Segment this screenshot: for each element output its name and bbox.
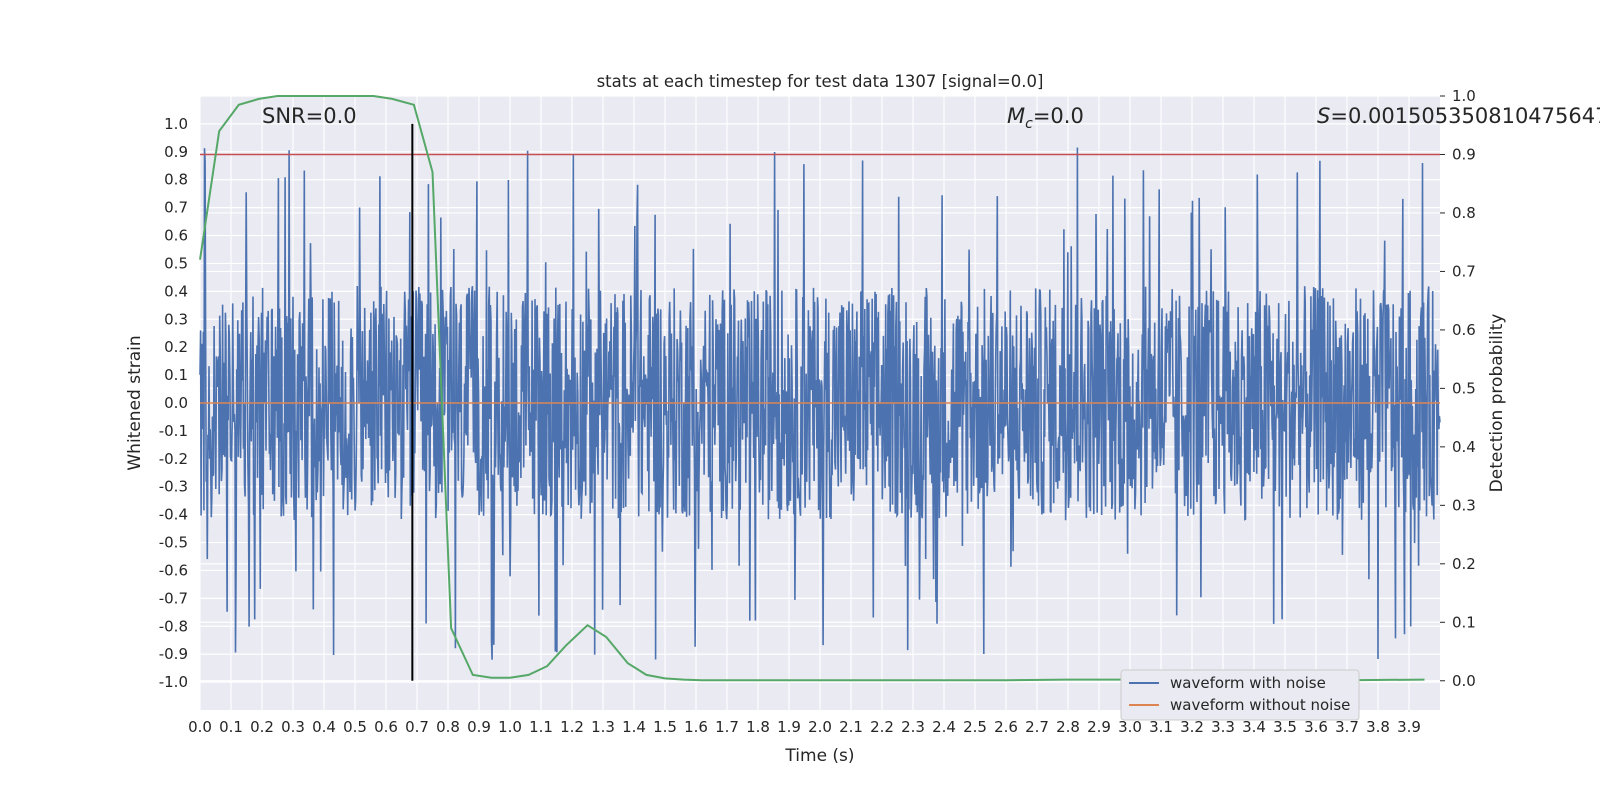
y2-tick-label: 0.2 (1452, 555, 1476, 573)
y2-tick-label: 0.6 (1452, 321, 1476, 339)
x-tick-label: 1.1 (529, 718, 553, 736)
x-tick-label: 1.8 (746, 718, 770, 736)
y2-tick-label: 0.0 (1452, 672, 1476, 690)
y-tick-label: 0.6 (164, 227, 188, 245)
x-tick-label: 3.3 (1211, 718, 1235, 736)
y-tick-label: -0.3 (159, 478, 188, 496)
y-tick-labels: 1.0 0.9 0.8 0.7 0.6 0.5 0.4 0.3 0.2 0.1 0.0 -0.1 -0.… (159, 115, 188, 691)
x-tick-labels: 0.0 0.1 0.2 0.3 0.4 0.5 0.6 0.7 0.8 0.9 1.0 1.1 1.2 1… (188, 718, 1421, 736)
score-annotation: S=0.0015053508104756475 (1317, 104, 1600, 128)
y-tick-label: -0.6 (159, 561, 188, 579)
x-tick-label: 1.6 (684, 718, 708, 736)
x-tick-label: 2.8 (1056, 718, 1080, 736)
y-tick-label: 0.9 (164, 143, 188, 161)
x-tick-label: 3.7 (1335, 718, 1359, 736)
chirp-mass-annotation: Mc=0.0 (1007, 104, 1084, 132)
y-tick-label: 0.1 (164, 366, 188, 384)
x-tick-label: 2.7 (1025, 718, 1049, 736)
x-tick-label: 2.1 (839, 718, 863, 736)
x-tick-label: 1.5 (653, 718, 677, 736)
chirp-mass-subscript: c (1025, 116, 1033, 132)
y-tick-label: 0.7 (164, 199, 188, 217)
y2-tick-label: 0.7 (1452, 262, 1476, 280)
y-tick-label: 0.8 (164, 171, 188, 189)
y-tick-label: -0.1 (159, 422, 188, 440)
snr-annotation: SNR=0.0 (262, 104, 357, 128)
y-tick-label: -0.8 (159, 617, 188, 635)
x-tick-label: 2.5 (963, 718, 987, 736)
x-tick-label: 0.3 (281, 718, 305, 736)
y-tick-label: 0.2 (164, 338, 188, 356)
x-tick-label: 1.0 (498, 718, 522, 736)
x-tick-label: 3.2 (1180, 718, 1204, 736)
x-tick-label: 0.1 (219, 718, 243, 736)
x-tick-label: 3.0 (1118, 718, 1142, 736)
x-tick-label: 0.6 (374, 718, 398, 736)
score-symbol: S (1317, 104, 1330, 128)
x-tick-label: 1.9 (777, 718, 801, 736)
x-tick-label: 0.9 (467, 718, 491, 736)
y2-tick-label: 0.8 (1452, 204, 1476, 222)
y2-tick-label: 0.5 (1452, 379, 1476, 397)
x-tick-label: 2.0 (808, 718, 832, 736)
y-tick-label: 0.4 (164, 282, 188, 300)
x-tick-label: 3.4 (1242, 718, 1266, 736)
x-tick-label: 0.5 (343, 718, 367, 736)
score-value: =0.0015053508104756475 (1330, 104, 1600, 128)
x-tick-label: 0.7 (405, 718, 429, 736)
x-tick-label: 3.6 (1304, 718, 1328, 736)
x-tick-label: 0.4 (312, 718, 336, 736)
legend-label-noise: waveform with noise (1170, 674, 1326, 692)
x-tick-label: 1.4 (622, 718, 646, 736)
legend-box (1120, 669, 1360, 721)
y-tick-label: 0.3 (164, 310, 188, 328)
y-tick-label: -0.7 (159, 589, 188, 607)
x-tick-label: 3.8 (1366, 718, 1390, 736)
y2-tick-label: 1.0 (1452, 87, 1476, 105)
y2-tick-label: 0.9 (1452, 145, 1476, 163)
x-tick-label: 3.9 (1397, 718, 1421, 736)
y-tick-label: -0.2 (159, 450, 188, 468)
x-tick-label: 1.2 (560, 718, 584, 736)
y-axis-label: Whitened strain (125, 335, 145, 470)
y2-tick-labels: 1.0 0.9 0.8 0.7 0.6 0.5 0.4 0.3 0.2 0.1 0.0 (1440, 87, 1476, 690)
x-tick-label: 0.8 (436, 718, 460, 736)
x-tick-label: 1.3 (591, 718, 615, 736)
chirp-mass-value: =0.0 (1033, 104, 1084, 128)
x-tick-label: 2.6 (994, 718, 1018, 736)
x-tick-label: 1.7 (715, 718, 739, 736)
y-tick-label: -0.9 (159, 645, 188, 663)
chirp-mass-symbol: M (1007, 104, 1025, 128)
y-tick-label: -0.4 (159, 506, 188, 524)
legend-label-clean: waveform without noise (1170, 696, 1350, 714)
y2-tick-label: 0.1 (1452, 613, 1476, 631)
x-tick-label: 3.1 (1149, 718, 1173, 736)
x-tick-label: 0.0 (188, 718, 212, 736)
x-axis-label: Time (s) (784, 746, 854, 766)
y2-tick-label: 0.3 (1452, 496, 1476, 514)
x-tick-label: 2.9 (1087, 718, 1111, 736)
y-tick-label: -1.0 (159, 673, 188, 691)
x-tick-label: 2.4 (932, 718, 956, 736)
detection-probability-series (199, 95, 1425, 682)
x-tick-label: 0.2 (250, 718, 274, 736)
legend: waveform with noise waveform without noi… (1120, 669, 1360, 721)
y2-tick-label: 0.4 (1452, 438, 1476, 456)
x-tick-label: 2.3 (901, 718, 925, 736)
chart-title: stats at each timestep for test data 130… (597, 72, 1044, 91)
x-tick-label: 2.2 (870, 718, 894, 736)
y-tick-label: -0.5 (159, 534, 188, 552)
y-tick-label: 1.0 (164, 115, 188, 133)
y-tick-label: 0.5 (164, 254, 188, 272)
y-tick-label: 0.0 (164, 394, 188, 412)
x-tick-label: 3.5 (1273, 718, 1297, 736)
y2-axis-label: Detection probability (1487, 314, 1507, 493)
